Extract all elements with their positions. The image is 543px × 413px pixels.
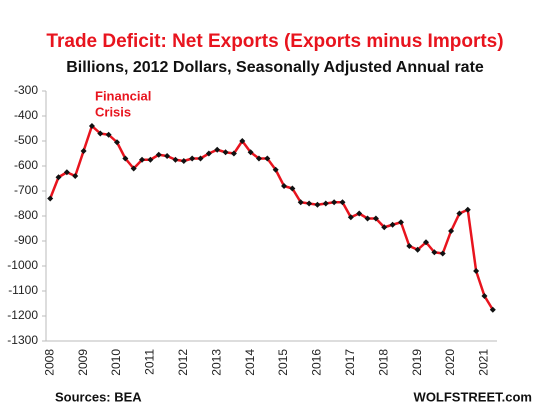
annotation: Crisis — [95, 104, 131, 119]
marker — [197, 155, 204, 162]
marker — [423, 239, 430, 246]
marker — [105, 131, 112, 138]
x-tick-label: 2018 — [376, 349, 390, 376]
marker — [322, 200, 329, 207]
x-tick-label: 2008 — [42, 349, 56, 376]
marker — [406, 243, 413, 249]
marker — [347, 214, 354, 221]
marker — [113, 139, 120, 146]
marker — [172, 156, 179, 163]
marker — [47, 195, 54, 202]
marker — [289, 185, 296, 192]
marker — [164, 153, 171, 159]
marker — [55, 174, 62, 181]
x-tick-label: 2020 — [443, 349, 457, 376]
y-tick-label: -700 — [14, 183, 38, 197]
x-tick-label: 2015 — [276, 349, 290, 376]
marker — [306, 200, 313, 207]
marker — [439, 250, 446, 257]
marker — [222, 149, 229, 156]
marker — [314, 201, 321, 208]
marker — [205, 150, 212, 157]
marker — [331, 199, 338, 206]
x-tick-label: 2021 — [477, 349, 491, 376]
y-tick-label: -1200 — [7, 308, 38, 322]
marker — [489, 306, 496, 313]
marker — [155, 151, 162, 158]
x-tick-label: 2013 — [209, 349, 223, 376]
x-tick-label: 2010 — [109, 349, 123, 376]
marker — [272, 166, 279, 173]
x-tick-label: 2019 — [410, 349, 424, 376]
marker — [381, 224, 388, 231]
marker — [431, 249, 438, 256]
marker — [63, 169, 70, 176]
marker — [372, 215, 379, 222]
y-tick-label: -600 — [14, 158, 38, 172]
annotation: Financial — [95, 88, 151, 103]
marker — [473, 268, 480, 274]
marker — [97, 130, 104, 137]
marker — [180, 158, 187, 164]
credit: WOLFSTREET.com — [414, 389, 532, 404]
marker — [88, 123, 95, 129]
x-tick-label: 2016 — [310, 349, 324, 376]
marker — [139, 156, 146, 163]
marker — [230, 150, 237, 157]
marker — [255, 155, 262, 162]
y-tick-label: -500 — [14, 133, 38, 147]
marker — [464, 206, 471, 213]
x-tick-label: 2012 — [176, 349, 190, 376]
marker — [122, 155, 129, 162]
marker — [389, 221, 396, 228]
marker — [239, 138, 246, 144]
line — [49, 124, 494, 311]
marker — [214, 146, 221, 153]
x-tick-label: 2009 — [76, 349, 90, 376]
chart-subtitle: Billions, 2012 Dollars, Seasonally Adjus… — [66, 59, 484, 76]
x-tick-label: 2014 — [243, 349, 257, 376]
marker — [281, 183, 288, 189]
y-tick-label: -900 — [14, 233, 38, 247]
marker — [481, 293, 488, 299]
y-tick-label: -300 — [14, 83, 38, 97]
marker — [356, 210, 363, 217]
marker — [80, 148, 87, 154]
chart-title: Trade Deficit: Net Exports (Exports minu… — [46, 31, 503, 52]
marker — [130, 165, 137, 172]
marker — [397, 219, 404, 226]
x-tick-label: 2017 — [343, 349, 357, 376]
marker — [264, 155, 271, 162]
marker — [297, 199, 304, 206]
marker — [456, 210, 463, 217]
y-tick-label: -400 — [14, 108, 38, 122]
x-tick-label: 2011 — [143, 349, 157, 375]
marker — [189, 155, 196, 162]
marker — [448, 228, 455, 234]
y-tick-label: -1300 — [7, 333, 38, 347]
marker — [72, 173, 79, 179]
marker — [364, 215, 371, 222]
y-tick-label: -1000 — [7, 258, 38, 272]
marker — [147, 156, 154, 163]
y-tick-label: -800 — [14, 208, 38, 222]
marker — [339, 199, 346, 206]
marker — [247, 149, 254, 156]
marker — [414, 246, 421, 253]
y-tick-label: -1100 — [8, 283, 38, 297]
source: Sources: BEA — [55, 389, 142, 404]
